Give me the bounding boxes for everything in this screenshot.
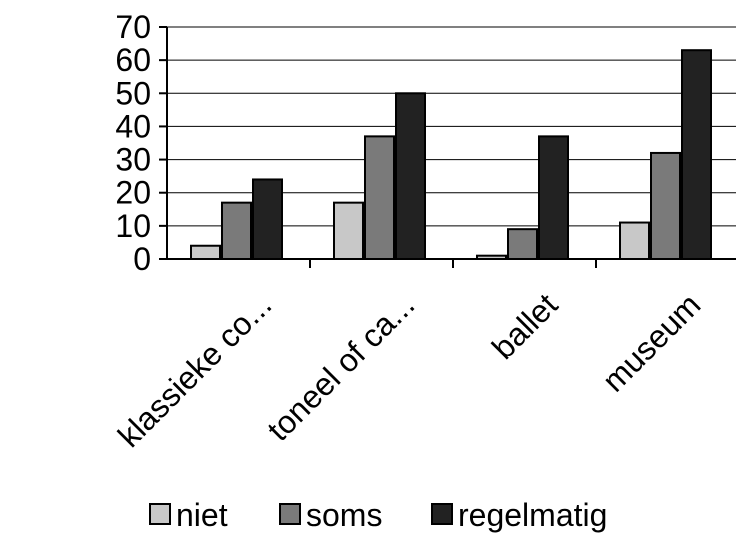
category-label: ballet [485, 286, 565, 366]
legend-swatch-niet [149, 503, 171, 525]
bar-soms-0 [221, 201, 252, 261]
y-tick-label: 10 [115, 208, 151, 244]
bar-niet-1 [333, 201, 364, 261]
y-tick-label: 70 [115, 9, 151, 45]
bar-soms-1 [364, 135, 395, 260]
legend-label-soms: soms [306, 497, 382, 533]
bar-soms-3 [650, 151, 681, 260]
bar-regelmatig-3 [681, 49, 712, 261]
legend: niet soms regelmatig [149, 497, 607, 533]
legend-label-niet: niet [176, 497, 228, 533]
y-tick-label: 20 [115, 175, 151, 211]
y-tick-label: 30 [115, 142, 151, 178]
bar-regelmatig-2 [538, 135, 569, 260]
category-label: klassieke co... [111, 286, 279, 454]
category-label: museum [595, 286, 707, 398]
y-tick-label: 60 [115, 42, 151, 78]
legend-swatch-regelmatig [431, 503, 453, 525]
legend-swatch-soms [279, 503, 301, 525]
y-tick-label: 0 [133, 241, 151, 277]
category-labels: klassieke co...toneel of ca... ballet muse… [111, 286, 708, 454]
axes [159, 26, 736, 268]
bar-soms-2 [507, 228, 538, 261]
bar-regelmatig-0 [252, 178, 283, 260]
bar-niet-3 [619, 221, 650, 261]
y-tick-label: 50 [115, 75, 151, 111]
legend-label-regelmatig: regelmatig [458, 497, 607, 533]
bars [190, 49, 712, 261]
bar-regelmatig-1 [395, 92, 426, 260]
bar-niet-0 [190, 244, 221, 261]
y-tick-label: 40 [115, 108, 151, 144]
category-label: toneel of ca... [260, 286, 421, 447]
